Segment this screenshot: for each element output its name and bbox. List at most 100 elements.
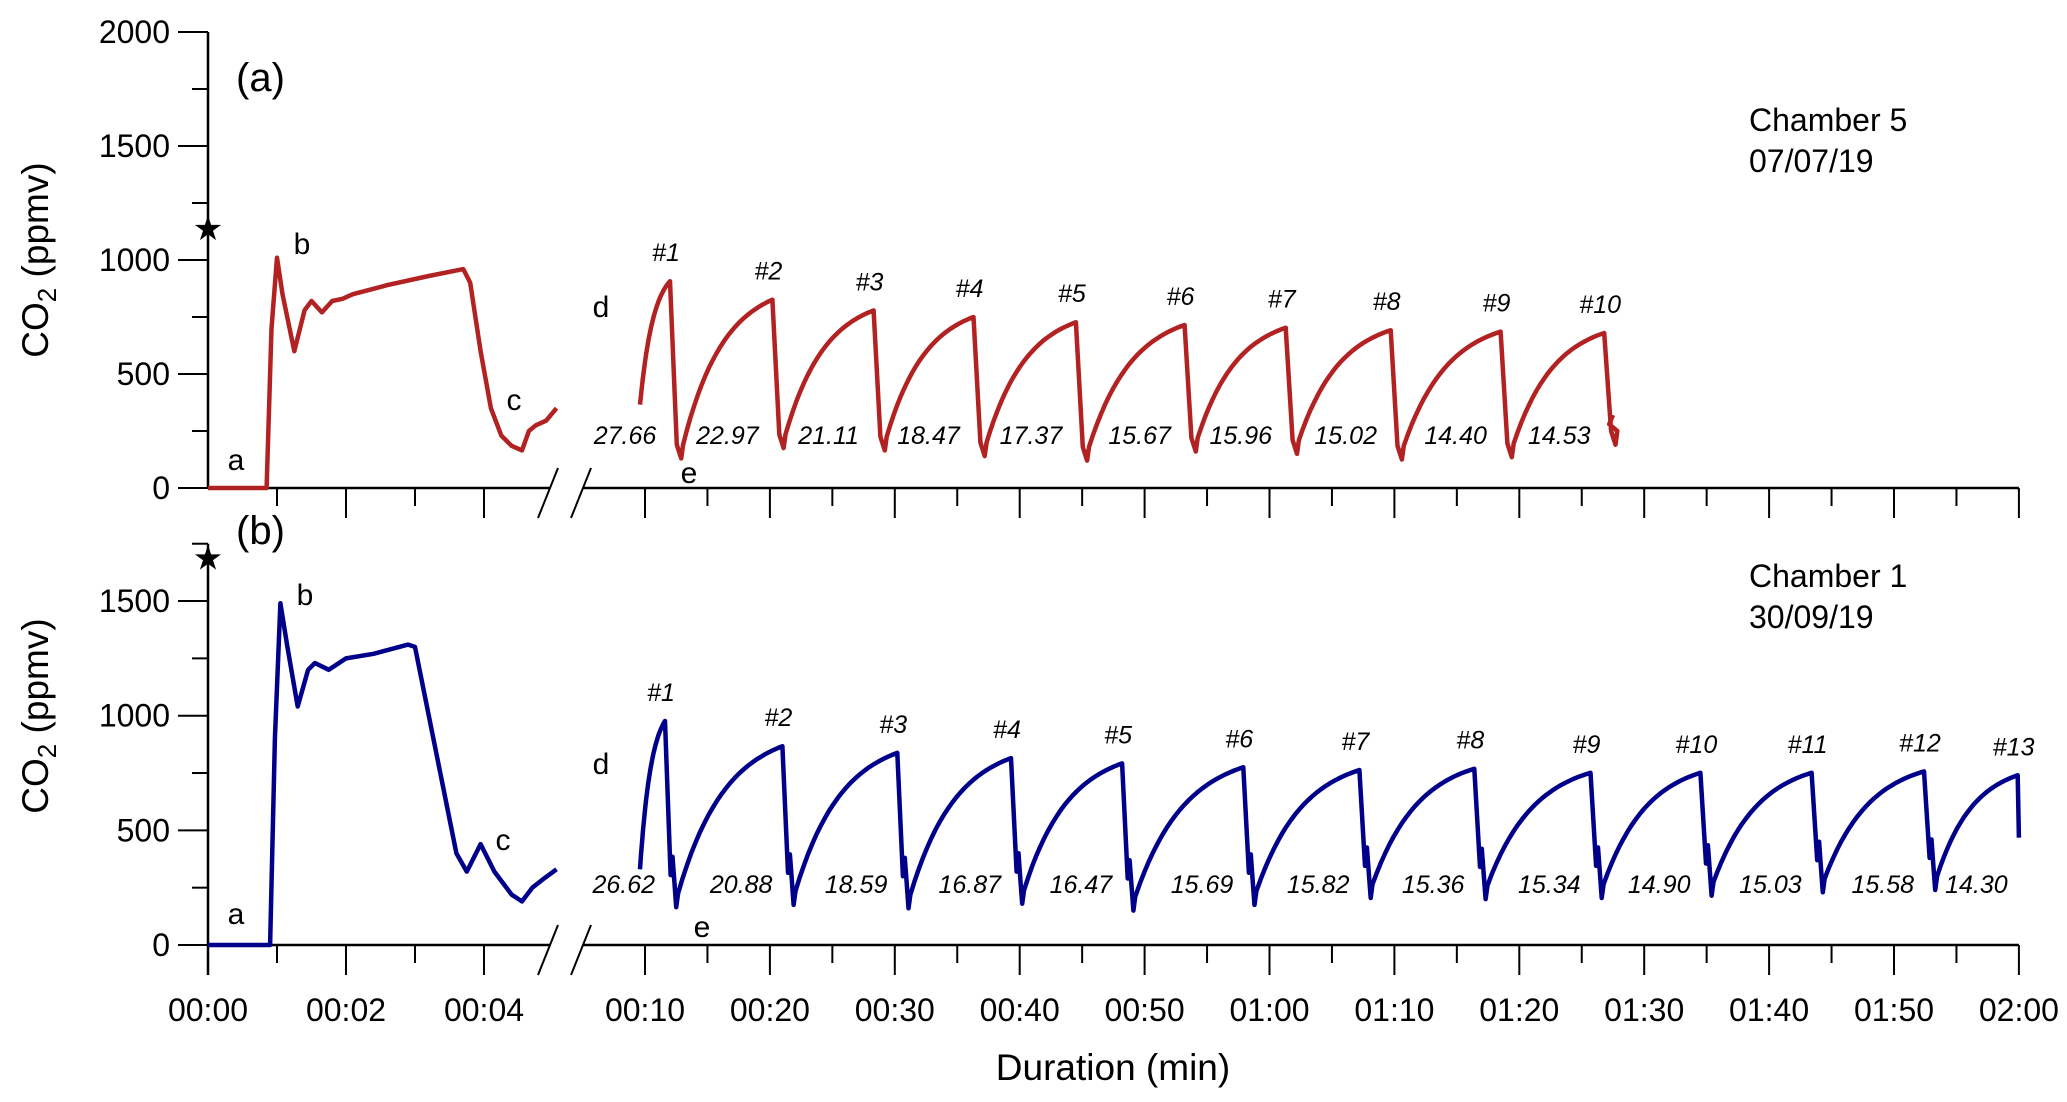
x-tick-label: 00:20 xyxy=(730,992,810,1028)
y-tick-label: 0 xyxy=(152,470,170,506)
cycle-label: #6 xyxy=(1167,283,1195,311)
x-tick-label: 00:30 xyxy=(855,992,935,1028)
cycle-label: #4 xyxy=(993,716,1021,744)
phase-letter-b: b xyxy=(297,579,314,612)
y-tick-label: 1000 xyxy=(99,242,170,278)
cycle-value-label: 16.47 xyxy=(1050,871,1114,899)
cycle-label: #12 xyxy=(1899,729,1941,757)
y-tick-label: 1000 xyxy=(99,698,170,734)
y-axis-title: CO2 (ppmv) xyxy=(15,618,62,813)
y-tick-label: 500 xyxy=(117,812,170,848)
cycle-value-label: 15.36 xyxy=(1402,871,1465,899)
y-tick-label: 0 xyxy=(152,927,170,963)
axis-break-mark xyxy=(537,924,559,976)
phase-letter-a: a xyxy=(228,898,245,931)
cycle-label: #4 xyxy=(956,275,984,303)
phase-letter-d: d xyxy=(593,748,610,781)
cycle-label: #3 xyxy=(879,711,907,739)
x-tick-label: 01:10 xyxy=(1354,992,1434,1028)
cycle-value-label: 15.67 xyxy=(1108,422,1172,450)
cycle-value-label: 15.58 xyxy=(1851,871,1914,899)
cycle-label: #3 xyxy=(856,268,884,296)
x-tick-label: 00:02 xyxy=(306,992,386,1028)
cycle-value-label: 21.11 xyxy=(797,422,859,450)
phase-letter-e: e xyxy=(694,911,711,944)
x-tick-label: 00:50 xyxy=(1105,992,1185,1028)
cycle-label: #7 xyxy=(1342,728,1371,756)
date-label: 30/09/19 xyxy=(1749,599,1874,635)
co2-series-cycles xyxy=(637,278,1620,463)
cycle-value-label: 27.66 xyxy=(593,422,657,450)
cycle-value-label: 18.59 xyxy=(825,871,888,899)
cycle-label: #7 xyxy=(1268,286,1297,314)
y-tick-label: 2000 xyxy=(99,14,170,50)
cycle-label: #2 xyxy=(764,704,792,732)
x-tick-label: 00:04 xyxy=(444,992,524,1028)
y-axis-title-subscript: 2 xyxy=(32,744,62,758)
axis-break-mark xyxy=(570,924,592,976)
cycle-label: #2 xyxy=(754,258,782,286)
y-axis-title-unit: (ppmv) xyxy=(15,162,56,287)
cycle-value-label: 14.40 xyxy=(1424,422,1487,450)
co2-series-initial xyxy=(208,601,558,948)
cycle-label: #1 xyxy=(652,239,680,267)
cycle-value-label: 22.97 xyxy=(695,422,760,450)
cycle-label: #13 xyxy=(1993,733,2035,761)
co2-series-cycles xyxy=(637,718,2022,913)
cycle-value-label: 17.37 xyxy=(1000,422,1064,450)
panel-tag: (a) xyxy=(236,56,285,100)
y-axis-title: CO2 (ppmv) xyxy=(15,162,62,357)
y-axis-title-subscript: 2 xyxy=(32,288,62,302)
cycle-value-label: 16.87 xyxy=(938,871,1002,899)
chamber-label: Chamber 5 xyxy=(1749,102,1907,138)
panel-tag: (b) xyxy=(236,509,285,553)
y-tick-label: 1500 xyxy=(99,128,170,164)
x-tick-label: 00:40 xyxy=(980,992,1060,1028)
cycle-value-label: 15.96 xyxy=(1209,422,1272,450)
axis-break-mark xyxy=(570,467,592,519)
phase-letter-e: e xyxy=(681,457,698,490)
co2-series-initial xyxy=(208,255,559,491)
cycle-value-label: 15.03 xyxy=(1739,871,1802,899)
cycle-label: #9 xyxy=(1483,290,1511,318)
cycle-label: #8 xyxy=(1456,727,1484,755)
panel-b: 0 500 1000 1500 CO2 (ppmv) ★ (b) Chamber 1 30/09… xyxy=(15,509,2035,976)
x-tick-label: 01:00 xyxy=(1229,992,1309,1028)
x-tick-label: 01:30 xyxy=(1604,992,1684,1028)
phase-letter-a: a xyxy=(228,444,245,477)
y-tick-label: 500 xyxy=(117,356,170,392)
cycle-label: #6 xyxy=(1225,725,1253,753)
cycle-label: #10 xyxy=(1676,731,1718,759)
x-tick-label: 01:40 xyxy=(1729,992,1809,1028)
cycle-value-label: 14.30 xyxy=(1945,871,2008,899)
y-axis-title-unit: (ppmv) xyxy=(15,618,56,743)
cycle-value-label: 15.02 xyxy=(1314,422,1377,450)
y-axis-title-co: CO xyxy=(15,758,56,814)
x-axis-title: Duration (min) xyxy=(996,1047,1230,1088)
chamber-label: Chamber 1 xyxy=(1749,558,1907,594)
cycle-value-label: 18.47 xyxy=(897,422,961,450)
cycle-value-label: 14.90 xyxy=(1628,871,1691,899)
cycle-value-label: 15.34 xyxy=(1518,871,1581,899)
cycle-value-label: 14.53 xyxy=(1528,422,1591,450)
cycle-label: #8 xyxy=(1373,288,1401,316)
date-label: 07/07/19 xyxy=(1749,143,1874,179)
cycle-label: #5 xyxy=(1058,280,1086,308)
phase-letter-d: d xyxy=(593,291,610,324)
x-tick-label: 00:10 xyxy=(605,992,685,1028)
cycle-value-label: 26.62 xyxy=(591,871,655,899)
cycle-label: #11 xyxy=(1788,731,1828,759)
y-tick-label: 1500 xyxy=(99,583,170,619)
axis-break-mark xyxy=(537,467,559,519)
cycle-value-label: 15.69 xyxy=(1171,871,1234,899)
phase-letter-c: c xyxy=(507,384,522,417)
x-tick-label: 02:00 xyxy=(1979,992,2059,1028)
x-tick-label: 00:00 xyxy=(168,992,248,1028)
cycle-label: #10 xyxy=(1579,291,1621,319)
cycle-label: #1 xyxy=(647,679,675,707)
cycle-value-label: 15.82 xyxy=(1287,871,1350,899)
star-marker-icon: ★ xyxy=(193,210,223,248)
x-tick-label: 01:20 xyxy=(1479,992,1559,1028)
phase-letter-c: c xyxy=(496,824,511,857)
